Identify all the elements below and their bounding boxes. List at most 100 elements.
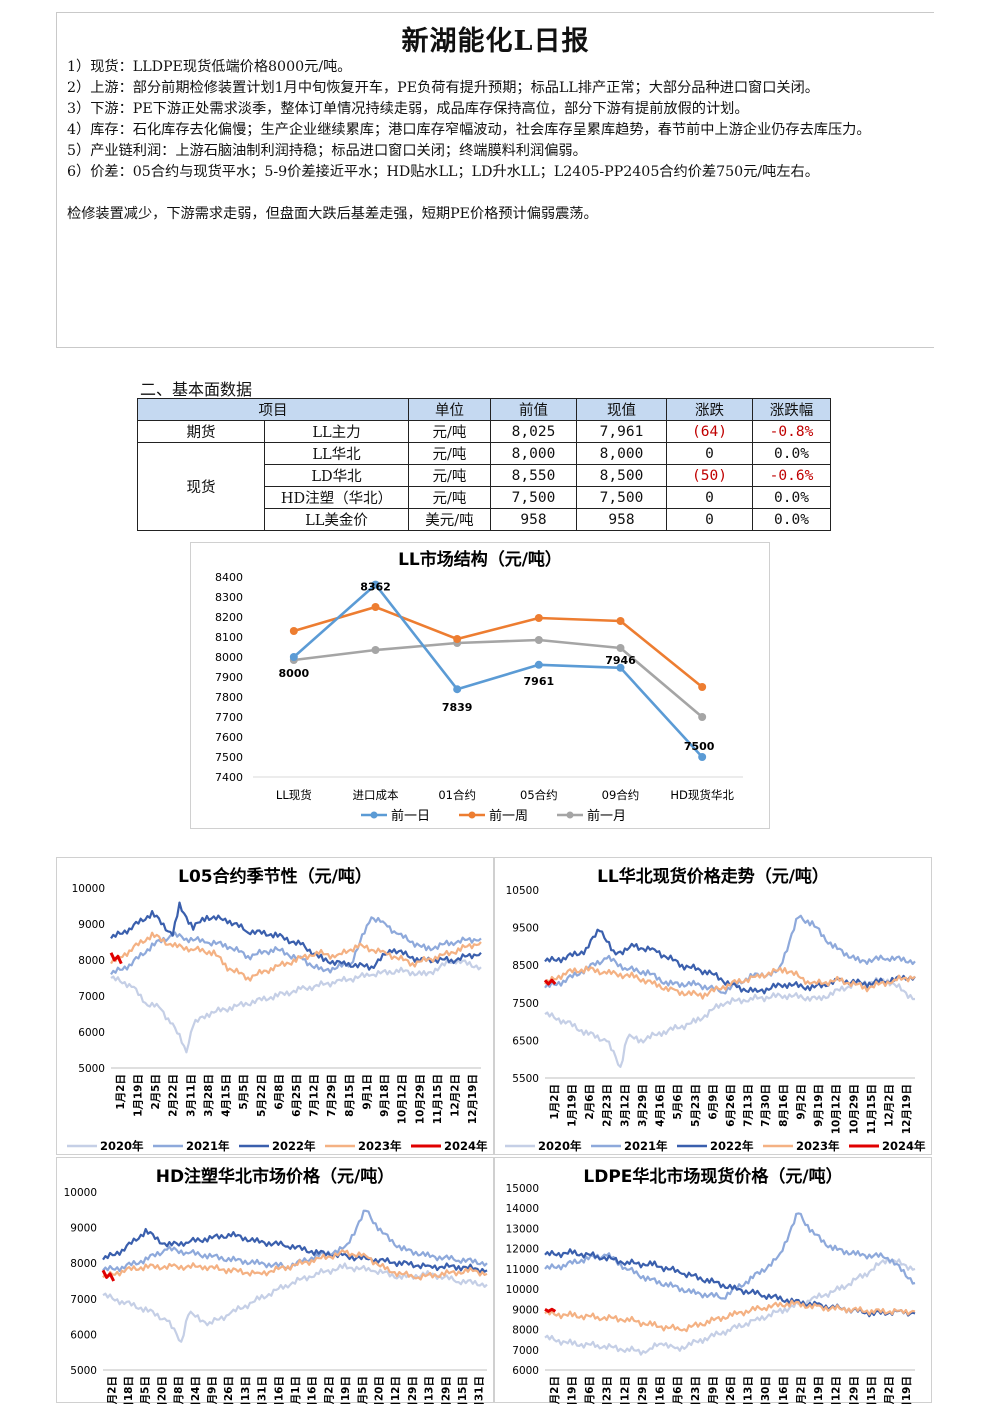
x-tick-label: 3月24日 — [190, 1376, 202, 1404]
x-tick-label: 9月20日 — [373, 1376, 385, 1404]
x-tick-label: 10月29日 — [848, 1084, 860, 1134]
y-tick-label: 6500 — [512, 1035, 539, 1047]
x-tick-label: 5月5日 — [238, 1074, 250, 1110]
series-line-2023年 — [110, 931, 482, 982]
header-pct: 涨跌幅 — [752, 398, 831, 421]
row-unit: 元/吨 — [408, 442, 491, 465]
legend-marker — [468, 811, 476, 819]
chart-title: LDPE华北市场现货价格（元/吨） — [583, 1166, 842, 1187]
x-tick-label: 2月5日 — [140, 1376, 152, 1404]
data-point-前一周 — [453, 635, 462, 643]
row-change: 0 — [666, 508, 753, 531]
legend-label: 2023年 — [796, 1139, 840, 1153]
x-tick-label: 5月31日 — [257, 1376, 269, 1404]
series-line-前一月 — [293, 638, 704, 718]
series-line-2020年 — [544, 1257, 916, 1356]
data-label: 8000 — [279, 667, 310, 680]
data-label: 8362 — [360, 581, 391, 594]
header-curr: 现值 — [576, 398, 667, 421]
series-line-前一周 — [293, 605, 703, 689]
x-tick-label: 3月11日 — [185, 1074, 197, 1117]
x-tick-label: 7月13日 — [743, 1376, 755, 1404]
x-tick-label: 1月2日 — [106, 1376, 118, 1404]
y-tick-label: 5500 — [512, 1073, 539, 1085]
y-tick-label: 7000 — [78, 991, 105, 1003]
x-tick-label: 11月15日 — [432, 1074, 444, 1124]
row-pct: -0.6% — [752, 464, 831, 487]
x-tick-label: 12月2日 — [884, 1084, 896, 1127]
data-point-前一月 — [616, 644, 625, 652]
series-line-2024年 — [101, 1269, 116, 1282]
x-tick-label: 10月29日 — [414, 1074, 426, 1124]
data-point-前一日 — [698, 753, 707, 761]
summary-line-upstream: 2）上游：部分前期检修装置计划1月中旬恢复开车，PE负荷有提升预期；标品LL排产… — [67, 80, 819, 96]
row-curr: 7,500 — [576, 486, 667, 509]
row-item: LD华北 — [264, 464, 409, 487]
x-tick-label: 3月28日 — [203, 1074, 215, 1117]
x-tick-label: 11月13日 — [424, 1376, 436, 1404]
x-tick-label: 9月19日 — [813, 1376, 825, 1404]
x-tick-label: 1月2日 — [549, 1084, 561, 1120]
x-tick-label: 8月16日 — [778, 1084, 790, 1127]
y-tick-label: 9000 — [78, 919, 105, 931]
chart-ll-north-spot: LL华北现货价格走势（元/吨） 5500 6500 7500 8500 9500 10500… — [494, 857, 932, 1155]
row-change: (64) — [666, 420, 753, 443]
header-change: 涨跌 — [666, 398, 753, 421]
series-line-2024年 — [543, 978, 557, 986]
x-tick-label: 6月9日 — [707, 1084, 719, 1120]
data-point-前一日 — [534, 660, 543, 669]
y-tick-label: 14000 — [506, 1203, 539, 1215]
row-change: 0 — [666, 486, 753, 509]
data-label: 7500 — [684, 740, 715, 753]
row-change: 0 — [666, 442, 753, 465]
header-unit: 单位 — [408, 398, 491, 421]
x-tick-label: 进口成本 — [353, 788, 399, 802]
data-point-前一周 — [698, 683, 707, 691]
chart-ldpe-north: LDPE华北市场现货价格（元/吨） 6000 7000 8000 9000 10000 11… — [494, 1157, 932, 1408]
x-tick-label: 3月8日 — [173, 1376, 185, 1404]
x-tick-label: 01合约 — [438, 788, 476, 802]
summary-line-spot: 1）现货：LLDPE现货低端价格8000元/吨。 — [67, 59, 352, 75]
fundamentals-table: 项目 单位 前值 现值 涨跌 涨跌幅 期货 LL主力 元/吨 8,025 7,9… — [137, 398, 831, 531]
header-prev: 前值 — [490, 398, 577, 421]
x-tick-label: 5月13日 — [240, 1376, 252, 1404]
series-line-2024年 — [109, 952, 123, 965]
x-tick-label: 4月15日 — [221, 1074, 233, 1117]
data-label: 7961 — [524, 675, 555, 688]
x-tick-label: 7月29日 — [326, 1074, 338, 1117]
x-tick-label: 9月18日 — [379, 1074, 391, 1117]
x-tick-label: 1月19日 — [566, 1376, 578, 1404]
x-tick-label: 9月19日 — [813, 1084, 825, 1127]
x-tick-label: 5月23日 — [690, 1084, 702, 1127]
y-tick-label: 8000 — [78, 955, 105, 967]
x-tick-label: 4月16日 — [655, 1084, 667, 1127]
y-tick-label: 7700 — [215, 711, 243, 724]
series-line-2022年 — [544, 1248, 916, 1318]
y-tick-label: 13000 — [506, 1223, 539, 1235]
series-line-2021年 — [110, 916, 482, 976]
series-line-2023年 — [102, 1249, 488, 1281]
y-tick-label: 6000 — [70, 1329, 97, 1341]
row-pct: 0.0% — [752, 442, 831, 465]
x-tick-label: 11月15日 — [866, 1084, 878, 1134]
legend-label: 2024年 — [444, 1139, 488, 1153]
x-tick-label: 1月2日 — [115, 1074, 127, 1110]
series-line-2023年 — [544, 1299, 916, 1333]
data-point-前一周 — [616, 617, 625, 625]
chart-title: LL市场结构（元/吨） — [398, 549, 562, 570]
x-tick-label: 2月6日 — [584, 1084, 596, 1120]
x-tick-label: 4月16日 — [655, 1376, 667, 1404]
x-tick-label: 11月15日 — [866, 1376, 878, 1404]
y-tick-label: 8000 — [512, 1325, 539, 1337]
x-tick-label: 10月12日 — [831, 1084, 843, 1134]
y-tick-label: 9000 — [70, 1223, 97, 1235]
table-row: 现货 LL华北 元/吨 8,000 8,000 0 0.0% — [137, 442, 831, 531]
chart-ldpe-north-svg: LDPE华北市场现货价格（元/吨） 6000 7000 8000 9000 10000 11… — [506, 1166, 916, 1408]
x-tick-label: 8月19日 — [340, 1376, 352, 1404]
x-tick-label: 2月6日 — [584, 1376, 596, 1404]
report-title: 新湖能化L日报 — [401, 26, 590, 57]
table-row: LD华北 元/吨 8,550 8,500 (50) -0.6% — [138, 464, 831, 487]
data-label: 7839 — [442, 701, 473, 714]
chart-l05-seasonality-svg: L05合约季节性（元/吨） 5000 6000 7000 8000 9000 10000 1月… — [67, 866, 488, 1153]
x-tick-label: 1月2日 — [549, 1376, 561, 1404]
